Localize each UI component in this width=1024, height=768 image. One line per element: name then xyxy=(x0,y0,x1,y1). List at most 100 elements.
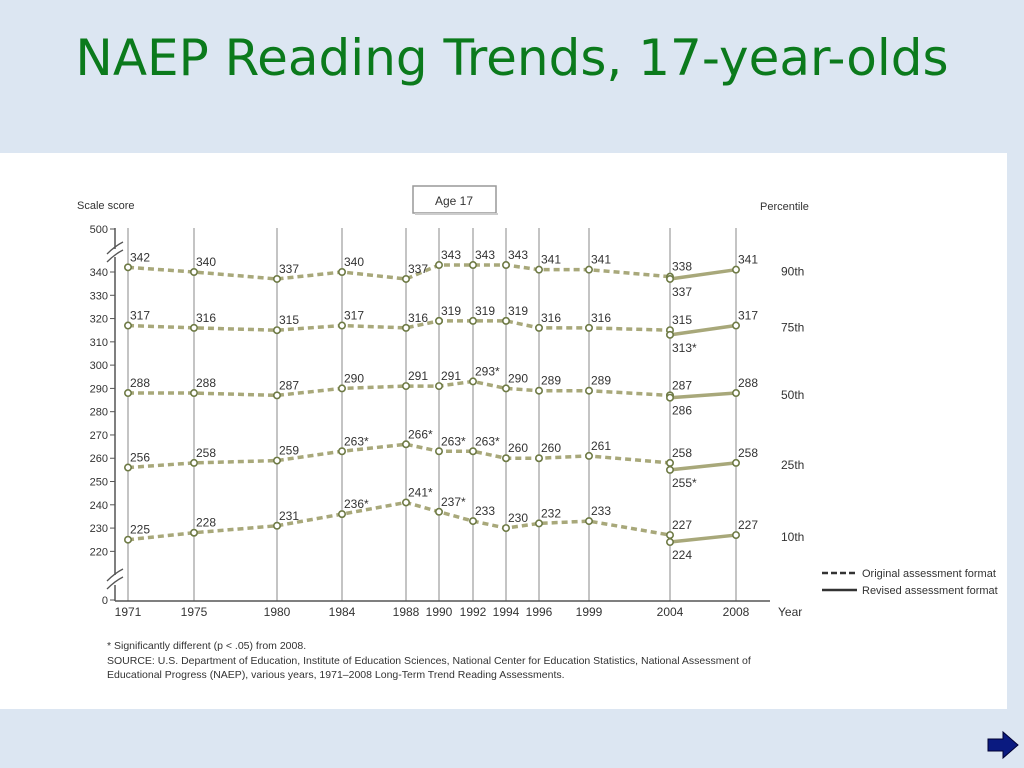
chart: 342 340 337 340 337 343 343 343 341 341 338 337 341 3… xyxy=(77,185,998,681)
x-tick-label: 1980 xyxy=(264,605,291,619)
y-tick-label: 220 xyxy=(90,546,108,558)
data-label: 316 xyxy=(196,311,216,325)
data-point xyxy=(401,382,410,391)
data-label: 317 xyxy=(130,309,150,323)
data-label: 266* xyxy=(408,427,433,441)
y-tick-label: 310 xyxy=(90,337,108,349)
data-point xyxy=(534,386,543,395)
y-tick-label: 290 xyxy=(90,383,108,395)
data-label: 341 xyxy=(591,253,611,267)
data-point xyxy=(731,389,740,398)
data-point xyxy=(534,454,543,463)
axes xyxy=(106,185,857,602)
age-label: Age 17 xyxy=(435,194,473,208)
data-point xyxy=(501,261,510,270)
data-point xyxy=(468,377,477,386)
data-label: 316 xyxy=(541,311,561,325)
data-point xyxy=(534,519,543,528)
x-axis-title: Year xyxy=(778,605,802,619)
series-revised-line xyxy=(669,391,737,400)
data-label: 317 xyxy=(738,309,758,323)
data-label: 227 xyxy=(738,518,758,532)
data-label: 290 xyxy=(344,371,364,385)
data-label: 319 xyxy=(475,304,495,318)
series-label: 25th xyxy=(781,458,804,472)
data-label: 263* xyxy=(441,434,466,448)
data-label: 236* xyxy=(344,497,369,511)
data-label: 316 xyxy=(408,311,428,325)
data-label: 291 xyxy=(408,369,428,383)
x-tick-label: 1999 xyxy=(576,605,603,619)
chart-panel: 342 340 337 340 337 343 343 343 341 341 338 337 341 3… xyxy=(0,153,1007,709)
data-point xyxy=(272,521,281,530)
data-label: 343 xyxy=(508,248,528,262)
data-point xyxy=(665,458,674,467)
x-tick-label: 1988 xyxy=(393,605,420,619)
data-point xyxy=(534,265,543,274)
data-label: 232 xyxy=(541,506,561,520)
series-label: 10th xyxy=(781,530,804,544)
data-point xyxy=(731,321,740,330)
data-point xyxy=(665,465,674,474)
data-point xyxy=(272,274,281,283)
data-point xyxy=(124,535,133,544)
series-revised-line xyxy=(669,267,737,281)
chart-text: 1971 1975 1980 1984 1988 1990 1992 1994 1996 1999… xyxy=(77,194,998,681)
data-label: 237* xyxy=(441,495,466,509)
x-tick-label: 1996 xyxy=(526,605,553,619)
y-tick-label: 330 xyxy=(90,290,108,302)
y-tick-label: 320 xyxy=(90,314,108,326)
data-point xyxy=(337,321,346,330)
data-label: 343 xyxy=(441,248,461,262)
data-point xyxy=(401,498,410,507)
series-group xyxy=(124,261,740,547)
data-point xyxy=(337,447,346,456)
data-point xyxy=(584,386,593,395)
data-point xyxy=(337,510,346,519)
data-label: 288 xyxy=(738,376,758,390)
data-point xyxy=(584,451,593,460)
footnote: * Significantly different (p < .05) from… xyxy=(107,640,306,652)
data-point xyxy=(584,265,593,274)
data-point xyxy=(401,274,410,283)
data-label: 288 xyxy=(130,376,150,390)
data-label: 289 xyxy=(541,374,561,388)
percentile-header: Percentile xyxy=(760,201,809,213)
x-tick-label: 1984 xyxy=(329,605,356,619)
data-label: 263* xyxy=(344,434,369,448)
gridlines xyxy=(127,228,737,601)
data-point xyxy=(272,326,281,335)
data-point xyxy=(272,456,281,465)
data-point xyxy=(190,323,199,332)
data-label: 337 xyxy=(279,262,299,276)
y-tick-label: 270 xyxy=(90,430,108,442)
data-label: 291 xyxy=(441,369,461,383)
data-point xyxy=(434,261,443,270)
data-label: 337 xyxy=(408,262,428,276)
data-point xyxy=(434,382,443,391)
data-point xyxy=(665,531,674,540)
data-label: 316 xyxy=(591,311,611,325)
data-label: 319 xyxy=(508,304,528,318)
data-point xyxy=(534,323,543,332)
x-tick-label: 2004 xyxy=(657,605,684,619)
data-point xyxy=(468,517,477,526)
data-point xyxy=(124,389,133,398)
data-label: 260 xyxy=(541,441,561,455)
data-point xyxy=(337,268,346,277)
data-point xyxy=(468,447,477,456)
data-label: 227 xyxy=(672,518,692,532)
data-label: 261 xyxy=(591,439,611,453)
data-label: 340 xyxy=(196,255,216,269)
series-label: 75th xyxy=(781,321,804,335)
y-tick-label: 300 xyxy=(90,360,108,372)
next-slide-button[interactable] xyxy=(986,730,1020,760)
data-label: 337 xyxy=(672,285,692,299)
data-label: 255* xyxy=(672,476,697,490)
data-label: 341 xyxy=(541,253,561,267)
data-label: 258 xyxy=(196,446,216,460)
data-label: 286 xyxy=(672,404,692,418)
data-point xyxy=(190,389,199,398)
data-point xyxy=(401,323,410,332)
data-label: 260 xyxy=(508,441,528,455)
